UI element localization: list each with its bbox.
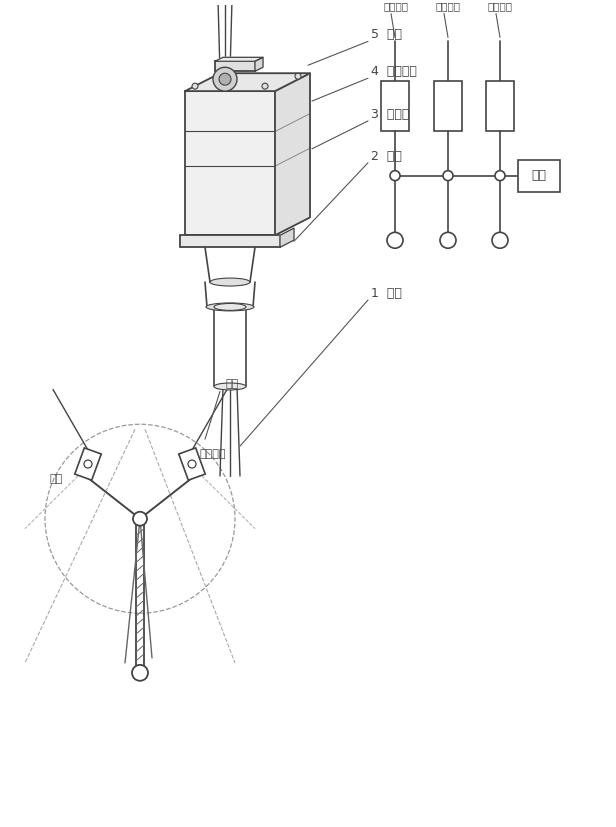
Polygon shape — [280, 228, 294, 247]
Text: 引导焊丝: 引导焊丝 — [383, 2, 408, 12]
Text: 5  盖板: 5 盖板 — [371, 28, 402, 41]
Text: 2  枪头: 2 枪头 — [371, 150, 402, 163]
Bar — [179, 448, 205, 480]
Bar — [434, 81, 462, 131]
Circle shape — [133, 512, 147, 526]
Text: 4  摆动机构: 4 摆动机构 — [371, 65, 417, 79]
Bar — [381, 81, 409, 131]
Text: 中间焊丝: 中间焊丝 — [436, 2, 461, 12]
Circle shape — [84, 460, 92, 468]
Circle shape — [440, 232, 456, 248]
Circle shape — [387, 232, 403, 248]
Bar — [185, 91, 275, 236]
Polygon shape — [255, 57, 263, 71]
Text: 滑块: 滑块 — [225, 380, 238, 390]
Bar — [180, 236, 280, 247]
Polygon shape — [185, 74, 310, 91]
Bar — [215, 61, 255, 71]
Circle shape — [192, 84, 198, 89]
Bar — [486, 81, 514, 131]
Circle shape — [213, 67, 237, 91]
Circle shape — [390, 170, 400, 180]
Bar — [75, 448, 101, 480]
Circle shape — [443, 170, 453, 180]
Polygon shape — [275, 74, 310, 236]
Circle shape — [492, 232, 508, 248]
Polygon shape — [215, 57, 263, 61]
Text: 1  焊丝: 1 焊丝 — [371, 287, 402, 300]
Circle shape — [495, 170, 505, 180]
Ellipse shape — [210, 278, 250, 286]
Text: 空心导杆: 空心导杆 — [200, 449, 227, 459]
Ellipse shape — [206, 303, 254, 311]
Ellipse shape — [214, 383, 246, 390]
Text: 曲柄: 曲柄 — [50, 474, 63, 484]
Text: 跟随焊丝: 跟随焊丝 — [488, 2, 513, 12]
Circle shape — [295, 74, 301, 79]
Ellipse shape — [214, 304, 246, 310]
Text: 电机: 电机 — [532, 170, 546, 182]
Circle shape — [219, 74, 231, 85]
Text: 3  减震垫: 3 减震垫 — [371, 108, 410, 121]
Bar — [518, 160, 560, 192]
Circle shape — [132, 665, 148, 681]
Circle shape — [227, 74, 233, 79]
Circle shape — [262, 84, 268, 89]
Circle shape — [188, 460, 196, 468]
